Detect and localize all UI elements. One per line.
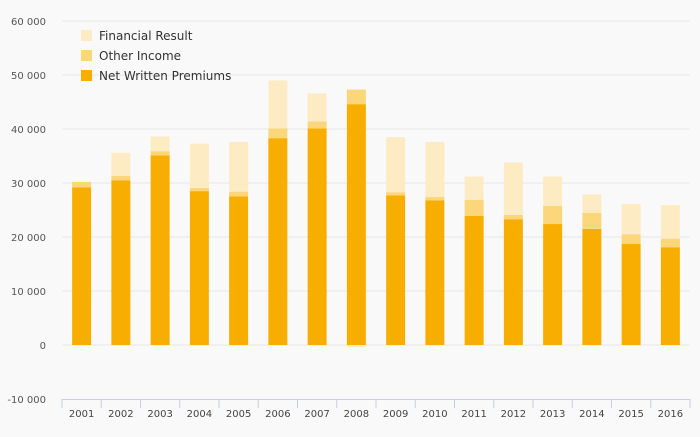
bar-net-written-premiums — [268, 138, 288, 345]
x-tick-label: 2008 — [344, 409, 369, 420]
bar-financial-result — [386, 137, 406, 193]
y-tick-label: 20 000 — [11, 233, 46, 244]
y-axis-ticks: -10 000 0 10 000 20 000 30 000 40 000 50 000 60… — [7, 17, 46, 406]
bar-financial-result — [111, 152, 131, 176]
bar-net-written-premiums — [464, 215, 484, 345]
y-tick-label: 60 000 — [11, 17, 46, 28]
bar-net-written-premiums — [660, 247, 680, 345]
y-tick-label: 40 000 — [11, 125, 46, 136]
x-tick-label: 2005 — [226, 409, 251, 420]
x-axis: 2001 2002 2003 2004 2005 2006 2007 2008 2009 2010… — [61, 399, 691, 420]
legend-label: Net Written Premiums — [99, 69, 231, 83]
y-tick-label: 50 000 — [11, 71, 46, 82]
bar-other-income — [386, 192, 406, 196]
bar-other-income — [150, 151, 170, 156]
x-tick-label: 2009 — [383, 409, 408, 420]
bar-other-income — [503, 214, 523, 220]
bar-other-income — [621, 234, 641, 245]
bar-financial-result — [425, 141, 445, 198]
bar-other-income — [189, 187, 209, 192]
legend: Financial Result Other Income Net Written … — [81, 29, 231, 83]
y-tick-label: 10 000 — [11, 287, 46, 298]
legend-swatch — [81, 30, 92, 41]
x-tick-label: 2001 — [69, 409, 94, 420]
bar-financial-result — [268, 80, 288, 129]
bar-net-written-premiums — [229, 196, 249, 345]
bar-financial-result — [660, 205, 680, 239]
bar-other-income — [307, 121, 327, 129]
bar-financial-result — [503, 162, 523, 215]
y-tick-label: 0 — [40, 341, 46, 352]
bar-financial-result — [307, 93, 327, 122]
bar-other-income — [582, 212, 602, 229]
bar-net-written-premiums — [111, 180, 131, 345]
legend-swatch — [81, 70, 92, 81]
bar-net-written-premiums — [621, 244, 641, 345]
x-tick-label: 2011 — [461, 409, 486, 420]
bar-net-written-premiums — [150, 155, 170, 345]
bar-net-written-premiums — [72, 187, 92, 345]
x-tick-label: 2004 — [187, 409, 212, 420]
bar-net-written-premiums — [386, 195, 406, 345]
bar-net-written-premiums — [189, 191, 209, 345]
x-tick-label: 2002 — [108, 409, 133, 420]
bar-financial-result — [189, 143, 209, 188]
x-tick-label: 2012 — [501, 409, 526, 420]
bar-other-income — [425, 197, 445, 201]
legend-label: Financial Result — [99, 29, 193, 43]
x-tick-label: 2003 — [147, 409, 172, 420]
bar-financial-result — [229, 141, 249, 192]
x-tick-label: 2014 — [579, 409, 604, 420]
y-tick-label: 30 000 — [11, 179, 46, 190]
bar-financial-result — [543, 176, 563, 206]
legend-label: Other Income — [99, 49, 181, 63]
bar-other-income — [111, 175, 131, 181]
bar-net-written-premiums — [582, 228, 602, 345]
x-tick-label: 2007 — [304, 409, 329, 420]
bars — [72, 80, 680, 348]
bar-other-income — [268, 128, 288, 139]
bar-net-written-premiums — [503, 219, 523, 345]
y-tick-label: -10 000 — [7, 395, 46, 406]
x-tick-label: 2010 — [422, 409, 447, 420]
bar-other-income — [464, 199, 484, 216]
bar-other-income — [346, 89, 366, 105]
x-tick-label: 2016 — [658, 409, 683, 420]
bar-financial-result — [621, 204, 641, 235]
bar-other-income — [72, 181, 92, 188]
bar-net-written-premiums — [543, 224, 563, 345]
bar-net-written-premiums — [346, 104, 366, 345]
bar-net-written-premiums — [425, 200, 445, 345]
x-tick-label: 2013 — [540, 409, 565, 420]
bar-financial-result — [150, 136, 170, 152]
bar-other-income — [660, 238, 680, 248]
bar-financial-result — [582, 194, 602, 213]
bar-other-income — [543, 205, 563, 225]
bar-other-income — [229, 191, 249, 197]
bar-financial-result — [346, 345, 366, 348]
x-tick-label: 2006 — [265, 409, 290, 420]
legend-swatch — [81, 50, 92, 61]
bar-financial-result — [464, 176, 484, 200]
bar-net-written-premiums — [307, 128, 327, 345]
x-tick-label: 2015 — [618, 409, 643, 420]
